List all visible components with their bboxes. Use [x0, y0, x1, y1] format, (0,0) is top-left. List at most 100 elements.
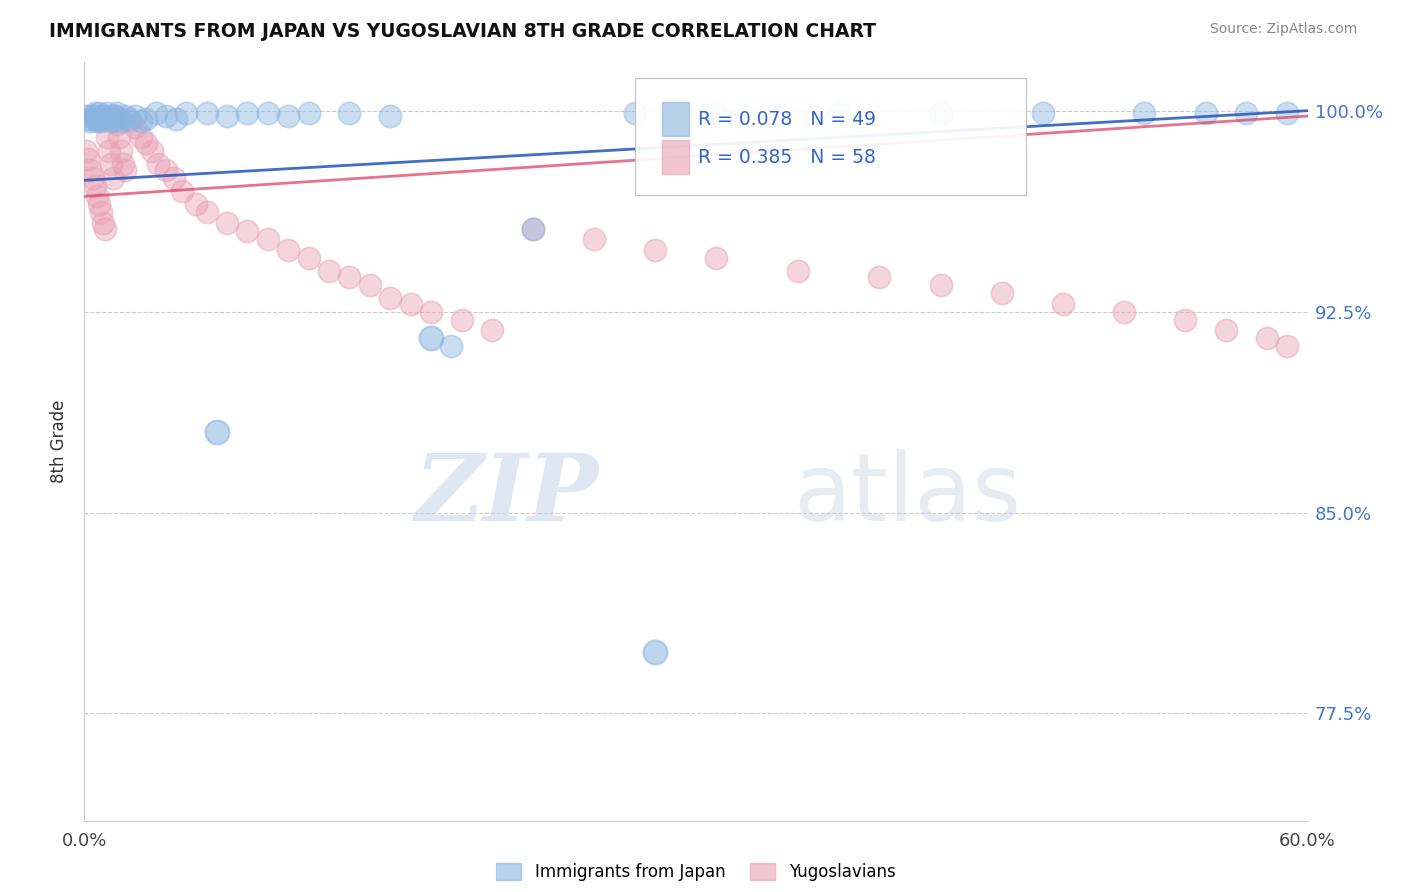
Point	[1215, 323, 1237, 337]
FancyBboxPatch shape	[662, 103, 689, 136]
Point	[110, 144, 132, 158]
Point	[380, 291, 402, 305]
Point	[110, 114, 132, 128]
Point	[141, 144, 163, 158]
Point	[101, 170, 124, 185]
Point	[399, 296, 422, 310]
Point	[86, 189, 108, 203]
Point	[165, 112, 187, 126]
Point	[82, 109, 104, 123]
Point	[97, 109, 120, 123]
Point	[101, 112, 124, 126]
Point	[174, 106, 197, 120]
Point	[135, 112, 157, 126]
Point	[298, 106, 321, 120]
Point	[163, 170, 186, 185]
Point	[828, 106, 851, 120]
Point	[481, 323, 503, 337]
Text: atlas: atlas	[794, 449, 1022, 541]
Point	[90, 205, 112, 219]
Point	[1052, 296, 1074, 310]
Point	[131, 130, 153, 145]
Point	[257, 106, 280, 120]
Point	[75, 109, 97, 123]
Point	[100, 157, 122, 171]
Point	[91, 109, 114, 123]
Point	[124, 109, 146, 123]
Point	[131, 114, 153, 128]
Point	[93, 221, 115, 235]
Point	[1195, 106, 1218, 120]
Point	[450, 312, 472, 326]
Point	[277, 243, 299, 257]
Point	[135, 136, 157, 150]
Point	[440, 339, 463, 353]
Point	[87, 112, 110, 126]
Point	[339, 269, 361, 284]
Point	[105, 117, 128, 131]
Point	[991, 285, 1014, 300]
Point	[217, 109, 239, 123]
Point	[186, 197, 208, 211]
Text: IMMIGRANTS FROM JAPAN VS YUGOSLAVIAN 8TH GRADE CORRELATION CHART: IMMIGRANTS FROM JAPAN VS YUGOSLAVIAN 8TH…	[49, 22, 876, 41]
Point	[624, 106, 647, 120]
Point	[105, 106, 128, 120]
Point	[522, 221, 544, 235]
Point	[1277, 339, 1299, 353]
Point	[118, 114, 141, 128]
Point	[787, 264, 810, 278]
Point	[87, 197, 110, 211]
Point	[1236, 106, 1258, 120]
Point	[118, 112, 141, 126]
Point	[172, 184, 194, 198]
Point	[583, 232, 606, 246]
Point	[359, 277, 381, 292]
Point	[93, 112, 115, 126]
Point	[100, 114, 122, 128]
Point	[257, 232, 280, 246]
Point	[420, 304, 443, 318]
Point	[420, 331, 443, 345]
Point	[236, 224, 259, 238]
Point	[1133, 106, 1156, 120]
Point	[83, 106, 105, 120]
Point	[298, 251, 321, 265]
Point	[108, 130, 131, 145]
Text: R = 0.385   N = 58: R = 0.385 N = 58	[699, 148, 876, 167]
Point	[195, 106, 218, 120]
Point	[929, 277, 952, 292]
Point	[236, 106, 259, 120]
Point	[380, 109, 402, 123]
Point	[318, 264, 340, 278]
Point	[79, 162, 101, 177]
Point	[114, 109, 136, 123]
Point	[155, 109, 177, 123]
Point	[277, 109, 299, 123]
Point	[869, 269, 891, 284]
Point	[339, 106, 361, 120]
FancyBboxPatch shape	[636, 78, 1026, 195]
Point	[104, 109, 127, 123]
Point	[114, 162, 136, 177]
Point	[87, 106, 110, 120]
Point	[145, 106, 167, 120]
Text: ZIP: ZIP	[413, 450, 598, 540]
Point	[91, 216, 114, 230]
Text: Source: ZipAtlas.com: Source: ZipAtlas.com	[1209, 22, 1357, 37]
Point	[82, 170, 104, 185]
Text: R = 0.078   N = 49: R = 0.078 N = 49	[699, 110, 876, 128]
Point	[195, 205, 218, 219]
Point	[75, 144, 97, 158]
Y-axis label: 8th Grade: 8th Grade	[51, 400, 69, 483]
Point	[1032, 106, 1054, 120]
Point	[522, 221, 544, 235]
Point	[706, 106, 728, 120]
Point	[112, 157, 135, 171]
Point	[86, 109, 108, 123]
Point	[96, 130, 118, 145]
Point	[83, 178, 105, 193]
Point	[108, 112, 131, 126]
Point	[90, 114, 112, 128]
Point	[929, 106, 952, 120]
Point	[1114, 304, 1136, 318]
